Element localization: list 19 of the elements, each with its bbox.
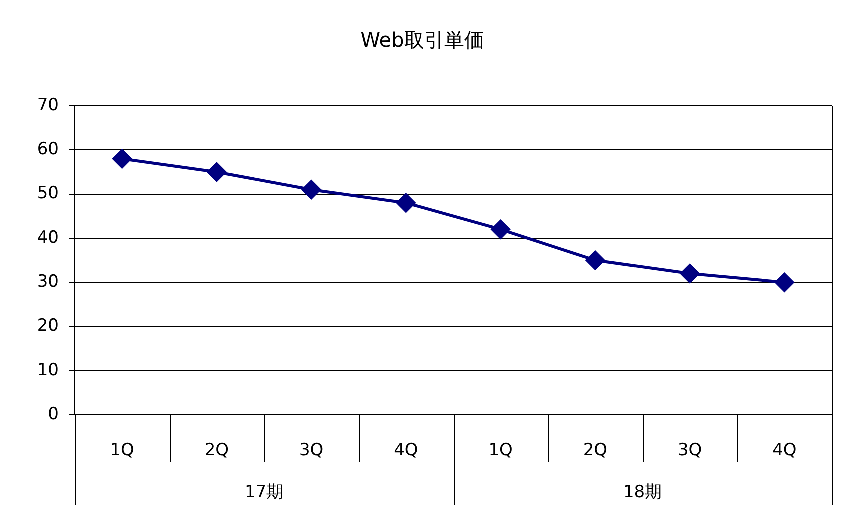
x-tick-label: 4Q (394, 440, 418, 461)
x-tick-label: 4Q (772, 440, 797, 461)
chart-title: Web取引単価 (360, 28, 484, 52)
y-tick-label: 70 (37, 95, 59, 116)
text: 17期 (244, 482, 284, 502)
y-tick-label: 30 (37, 272, 59, 292)
x-tick-label: 3Q (299, 440, 324, 461)
y-tick-label: 50 (37, 184, 59, 204)
y-tick-label: 10 (37, 360, 59, 380)
y-tick-label: 60 (37, 140, 59, 160)
y-tick-label: 0 (48, 404, 59, 424)
x-tick-label: 2Q (583, 440, 608, 461)
y-tick-label: 40 (37, 228, 59, 248)
x-tick-label: 2Q (204, 440, 230, 461)
y-tick-label: 20 (37, 316, 59, 336)
text: 18期 (623, 482, 662, 502)
x-tick-label: 1Q (488, 440, 513, 461)
x-tick-label: 3Q (678, 440, 702, 461)
x-tick-label: 1Q (110, 440, 134, 461)
